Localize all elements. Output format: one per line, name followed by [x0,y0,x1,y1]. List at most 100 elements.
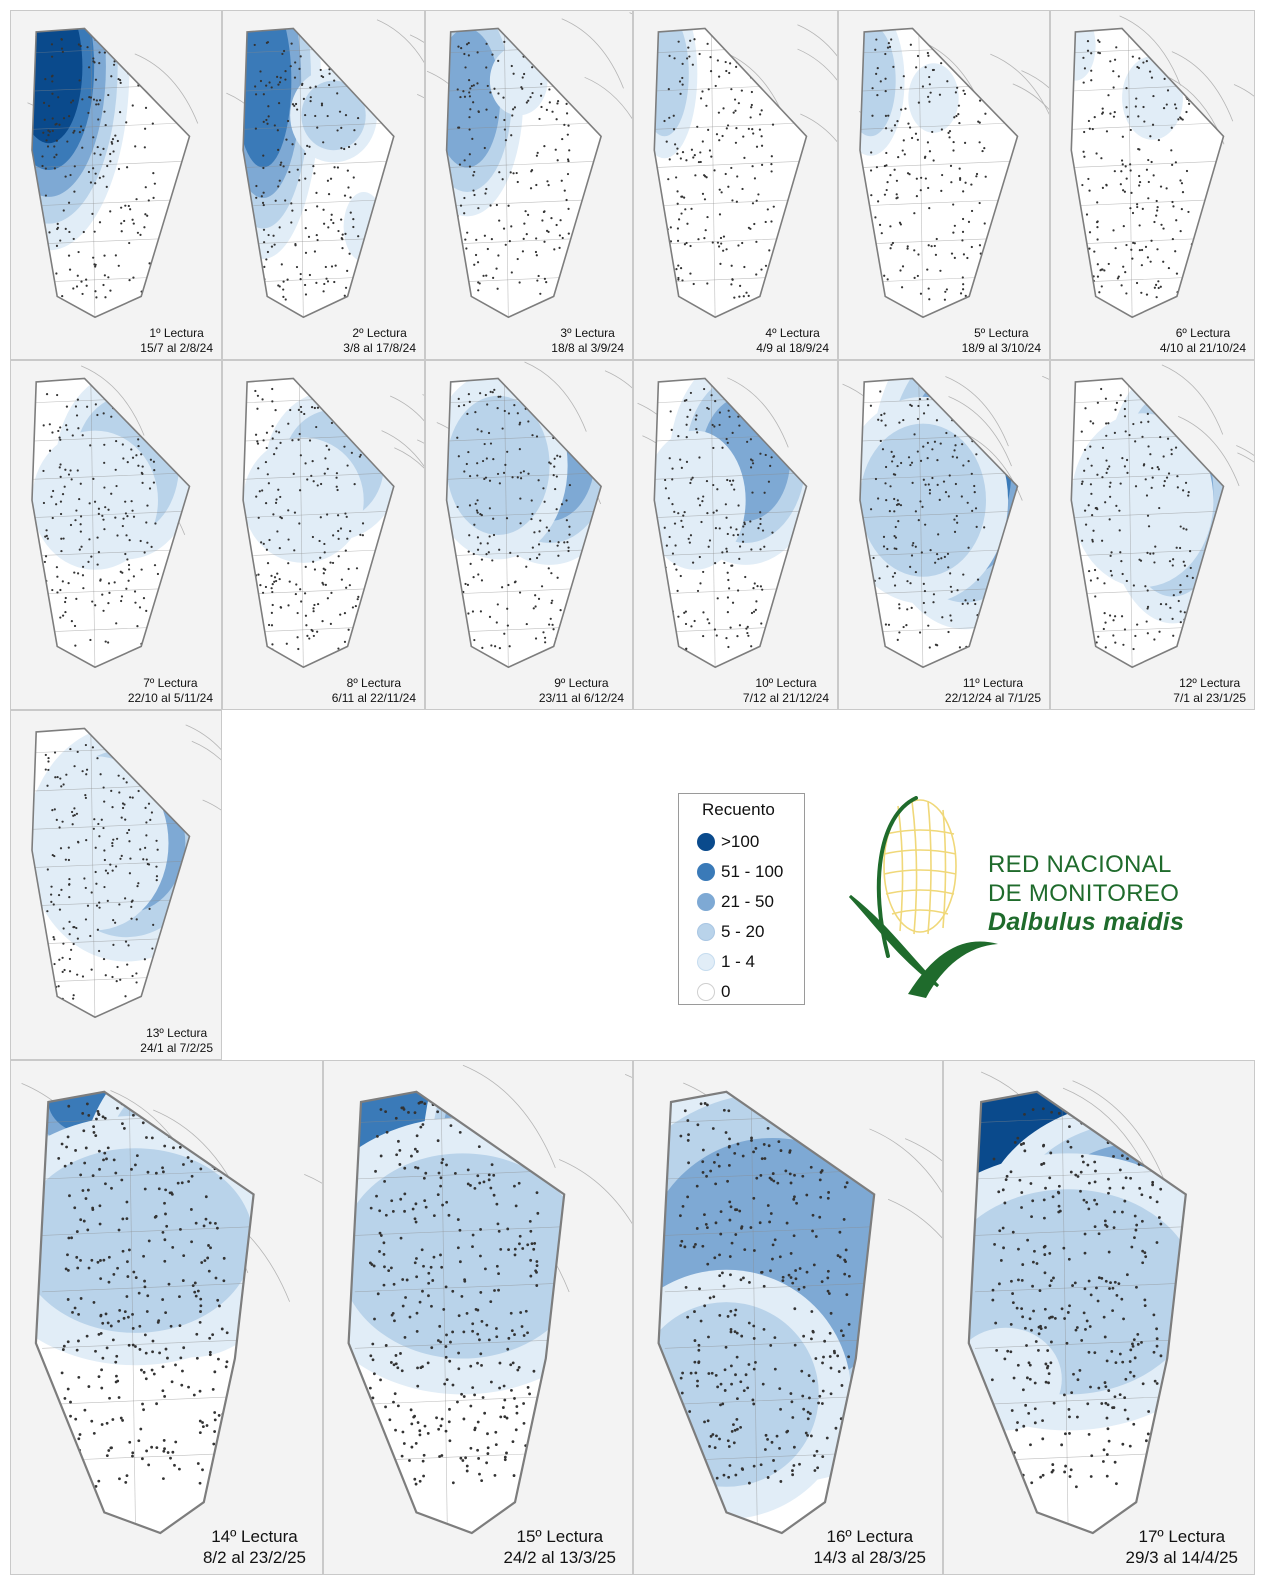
panel-title: 6º Lectura [1175,326,1231,341]
panel-caption: 2º Lectura 3/8 al 17/8/24 [343,326,416,355]
legend-label: 51 - 100 [721,862,784,881]
panel-dates: 3/8 al 17/8/24 [343,340,416,355]
map-panel-10: 10º Lectura 7/12 al 21/12/24 [633,360,838,710]
panel-title: 15º Lectura [516,1527,604,1547]
choropleth-map [1070,15,1254,319]
legend-swatch [697,923,715,941]
brand-species: Dalbulus maidis [988,908,1185,936]
panel-dates: 18/8 al 3/9/24 [551,340,624,355]
map-panel-17: 17º Lectura 29/3 al 14/4/25 [943,1060,1255,1575]
panel-title: 5º Lectura [974,326,1029,341]
panel-caption: 15º Lectura 24/2 al 13/3/25 [504,1527,616,1568]
panel-dates: 6/11 al 22/11/24 [331,690,416,705]
panel-title: 9º Lectura [554,676,609,691]
choropleth-map [226,19,424,319]
panel-title: 13º Lectura [146,1026,208,1041]
panel-caption: 7º Lectura 22/10 al 5/11/24 [128,676,213,705]
map-panel-14: 14º Lectura 8/2 al 23/2/25 [10,1060,323,1575]
legend-label: 21 - 50 [721,892,774,911]
panel-caption: 14º Lectura 8/2 al 23/2/25 [203,1527,306,1568]
panel-dates: 24/1 al 7/2/25 [140,1040,213,1055]
map-panel-15: 15º Lectura 24/2 al 13/3/25 [323,1060,633,1575]
map-panel-13: 13º Lectura 24/1 al 7/2/25 [10,710,222,1060]
choropleth-map [242,377,424,669]
panel-caption: 11º Lectura 22/12/24 al 7/1/25 [945,676,1041,705]
legend-item: 5 - 20 [697,917,804,947]
choropleth-map [657,1082,942,1535]
panel-dates: 23/11 al 6/12/24 [538,690,624,705]
panel-caption: 9º Lectura 23/11 al 6/12/24 [539,676,624,705]
panel-title: 8º Lectura [346,676,402,691]
panel-caption: 12º Lectura 7/1 al 23/1/25 [1173,676,1246,705]
panel-dates: 7/1 al 23/1/25 [1173,690,1246,705]
panel-title: 4º Lectura [765,326,820,341]
map-panel-12: 12º Lectura 7/1 al 23/1/25 [1050,360,1255,710]
panel-title: 14º Lectura [211,1527,298,1547]
choropleth-map [842,375,1049,669]
panel-dates: 22/12/24 al 7/1/25 [944,690,1041,705]
panel-caption: 4º Lectura 4/9 al 18/9/24 [756,326,829,355]
choropleth-map [858,27,1049,319]
map-panel-6: 6º Lectura 4/10 al 21/10/24 [1050,10,1255,360]
panel-title: 12º Lectura [1179,676,1241,691]
legend-item: 51 - 100 [697,857,804,887]
legend-swatch [697,953,715,971]
map-panel-4: 4º Lectura 4/9 al 18/9/24 [633,10,838,360]
panel-title: 17º Lectura [1138,1527,1226,1547]
map-panel-16: 16º Lectura 14/3 al 28/3/25 [633,1060,943,1575]
choropleth-map [31,724,221,1019]
legend-item: 21 - 50 [697,887,804,917]
panel-title: 7º Lectura [143,676,198,691]
legend-label: 5 - 20 [721,922,765,941]
panel-title: 1º Lectura [149,326,204,341]
map-panel-8: 8º Lectura 6/11 al 22/11/24 [222,360,425,710]
panel-caption: 13º Lectura 24/1 al 7/2/25 [140,1026,213,1055]
legend-item: 0 [697,977,804,1007]
legend: Recuento >100 51 - 100 21 - 50 5 - 20 1 … [678,793,805,1005]
corn-logo-icon [848,796,998,998]
panel-dates: 14/3 al 28/3/25 [813,1547,926,1567]
panel-dates: 7/12 al 21/12/24 [742,690,829,705]
panel-caption: 6º Lectura 4/10 al 21/10/24 [1160,326,1246,355]
brand-line-1: RED NACIONAL [988,851,1172,878]
map-panel-2: 2º Lectura 3/8 al 17/8/24 [222,10,425,360]
choropleth-map [347,1064,632,1535]
panel-dates: 15/7 al 2/8/24 [140,340,213,355]
legend-label: >100 [721,832,760,851]
panel-title: 16º Lectura [826,1527,914,1547]
legend-title: Recuento [702,800,775,819]
legend-swatch [697,833,715,851]
brand-text: RED NACIONAL DE MONITOREO Dalbulus maidi… [988,850,1184,937]
choropleth-map [1070,364,1254,669]
panel-dates: 4/9 al 18/9/24 [756,340,829,355]
map-panel-9: 9º Lectura 23/11 al 6/12/24 [425,360,633,710]
map-panel-3: 3º Lectura 18/8 al 3/9/24 [425,10,633,360]
panel-dates: 4/10 al 21/10/24 [1159,340,1246,355]
legend-swatch [697,983,715,1001]
panel-title: 3º Lectura [560,326,615,341]
panel-caption: 5º Lectura 18/9 al 3/10/24 [962,326,1041,355]
panel-title: 2º Lectura [352,326,407,341]
map-panel-7: 7º Lectura 22/10 al 5/11/24 [10,360,222,710]
panel-dates: 18/9 al 3/10/24 [961,340,1041,355]
panel-title: 11º Lectura [962,676,1024,691]
choropleth-map [653,24,837,319]
panel-caption: 1º Lectura 15/7 al 2/8/24 [140,326,213,355]
brand-logo: RED NACIONAL DE MONITOREO Dalbulus maidi… [848,796,1218,1006]
legend-swatch [697,893,715,911]
panel-caption: 16º Lectura 14/3 al 28/3/25 [814,1527,926,1568]
choropleth-map [27,27,199,319]
panel-title: 10º Lectura [755,676,817,691]
legend-swatch [697,863,715,881]
choropleth-map [436,361,632,669]
legend-item: >100 [697,827,804,857]
legend-label: 1 - 4 [721,952,756,971]
choropleth-map [21,1083,322,1535]
choropleth-map [967,1071,1187,1535]
brand-line-2: DE MONITOREO [988,880,1180,907]
panel-caption: 17º Lectura 29/3 al 14/4/25 [1126,1527,1238,1568]
legend-item: 1 - 4 [697,947,804,977]
panel-caption: 8º Lectura 6/11 al 22/11/24 [332,676,416,705]
choropleth-map [426,12,632,319]
panel-caption: 3º Lectura 18/8 al 3/9/24 [551,326,624,355]
